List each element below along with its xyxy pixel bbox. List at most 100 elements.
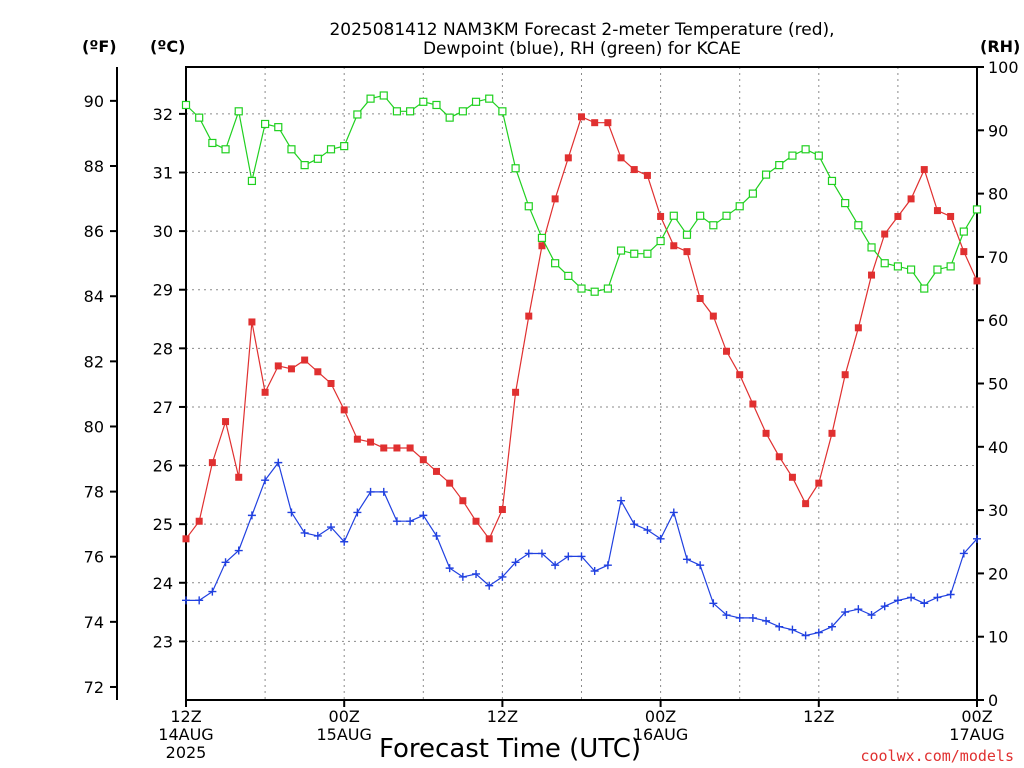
celsius-unit-label: (ºC)	[150, 37, 185, 56]
rh-data-point	[208, 138, 217, 148]
temperature-data-point	[736, 371, 744, 379]
rh-data-point	[656, 236, 665, 246]
temperature-data-point	[512, 388, 520, 396]
dewpoint-data-point	[221, 558, 230, 567]
celsius-tick-label: 23	[153, 632, 173, 651]
rh-data-point	[946, 262, 955, 271]
dewpoint-data-point	[537, 549, 546, 558]
dewpoint-data-point	[406, 517, 415, 526]
temperature-data-point	[670, 242, 678, 250]
temperature-data-point	[472, 517, 480, 525]
rh-data-point	[603, 284, 612, 293]
rh-tick-label: 60	[988, 311, 1008, 330]
x-tick-label: 12Z	[487, 707, 518, 726]
rh-data-point	[920, 284, 929, 293]
dewpoint-data-point	[709, 599, 718, 608]
temperature-data-point	[683, 248, 691, 256]
x-tick-label: 16AUG	[633, 725, 688, 744]
rh-data-point	[696, 211, 705, 220]
rh-tick-label: 80	[988, 185, 1008, 204]
rh-tick-label: 10	[988, 628, 1008, 647]
dewpoint-data-point	[247, 511, 256, 520]
temperature-data-point	[894, 212, 902, 220]
temperature-data-point	[525, 312, 533, 320]
rh-data-point	[867, 243, 876, 252]
rh-data-point	[893, 262, 903, 271]
fahrenheit-unit-label: (ºF)	[82, 37, 117, 56]
temperature-data-point	[222, 418, 230, 426]
temperature-data-point	[709, 312, 717, 320]
temperature-data-point	[182, 535, 190, 543]
temperature-data-point	[591, 119, 599, 127]
fahrenheit-tick-label: 74	[84, 613, 104, 632]
dewpoint-data-point	[419, 511, 428, 520]
dewpoint-data-point	[880, 602, 889, 611]
dewpoint-data-point	[445, 564, 454, 573]
temperature-data-point	[854, 324, 862, 332]
dewpoint-data-point	[182, 596, 190, 605]
chart-title-line-1: 2025081412 NAM3KM Forecast 2-meter Tempe…	[329, 20, 834, 40]
dewpoint-data-point	[920, 599, 929, 608]
tick-labels: 72 74 76 78 80 82 84 86 88 90 23 24 25 26 27 28 29 30 31 32…	[84, 58, 1019, 762]
dewpoint-data-point	[762, 616, 771, 625]
temperature-data-point	[920, 166, 928, 174]
dewpoint-data-point	[946, 590, 955, 599]
temperature-data-point	[841, 371, 849, 379]
temperature-data-point	[723, 347, 731, 355]
x-axis-label: Forecast Time (UTC)	[379, 734, 641, 764]
rh-data-point	[406, 107, 415, 116]
fahrenheit-tick-label: 72	[84, 678, 104, 697]
temperature-data-point	[459, 497, 467, 505]
rh-data-point	[933, 265, 942, 274]
celsius-tick-label: 28	[153, 339, 173, 358]
temperature-data-point	[802, 500, 810, 508]
temperature-data-point	[643, 171, 651, 179]
rh-data-point	[471, 97, 481, 106]
rh-data-point	[972, 205, 982, 214]
rh-data-point	[524, 202, 533, 211]
celsius-tick-label: 29	[153, 281, 173, 300]
dewpoint-data-point	[788, 625, 797, 634]
celsius-tick-label: 30	[153, 222, 173, 241]
rh-data-point	[814, 151, 823, 160]
rh-data-point	[880, 259, 889, 268]
rh-data-point	[577, 284, 586, 293]
rh-unit-label: (RH)	[980, 37, 1020, 56]
rh-data-point	[340, 142, 349, 151]
temperature-data-point	[208, 459, 216, 467]
rh-data-point	[564, 271, 573, 280]
rh-data-point	[722, 211, 731, 220]
temperature-data-point	[775, 453, 783, 461]
rh-tick-label: 50	[988, 375, 1008, 394]
temperature-data-point	[235, 473, 243, 481]
temperature-data-point	[947, 212, 955, 220]
rh-data-point	[748, 189, 757, 198]
dewpoint-data-point	[485, 581, 494, 590]
dewpoint-data-point	[933, 593, 942, 602]
temperature-data-point	[538, 242, 546, 250]
temperature-data-point	[287, 365, 295, 373]
dewpoint-data-point	[973, 534, 981, 543]
dewpoint-data-point	[551, 561, 560, 570]
temperature-data-point	[933, 207, 941, 215]
temperature-data-point	[432, 467, 440, 475]
dewpoint-data-point	[959, 549, 968, 558]
rh-data-point	[682, 230, 692, 239]
fahrenheit-tick-label: 82	[84, 352, 104, 371]
rh-data-point	[669, 211, 678, 220]
temperature-data-point	[498, 506, 506, 514]
x-tick-label: 15AUG	[316, 725, 371, 744]
dewpoint-data-point	[617, 496, 626, 505]
temperature-data-point	[380, 444, 388, 452]
rh-data-point	[709, 221, 718, 230]
rh-data-point	[181, 100, 191, 110]
temperature-data-point	[868, 271, 876, 279]
temperature-data-point	[788, 473, 796, 481]
temperature-data-point	[564, 154, 572, 162]
axes	[110, 66, 984, 707]
temperature-data-point	[657, 212, 665, 220]
temperature-data-point	[881, 230, 889, 238]
rh-data-point	[511, 164, 520, 173]
x-tick-label: 12Z	[803, 707, 834, 726]
